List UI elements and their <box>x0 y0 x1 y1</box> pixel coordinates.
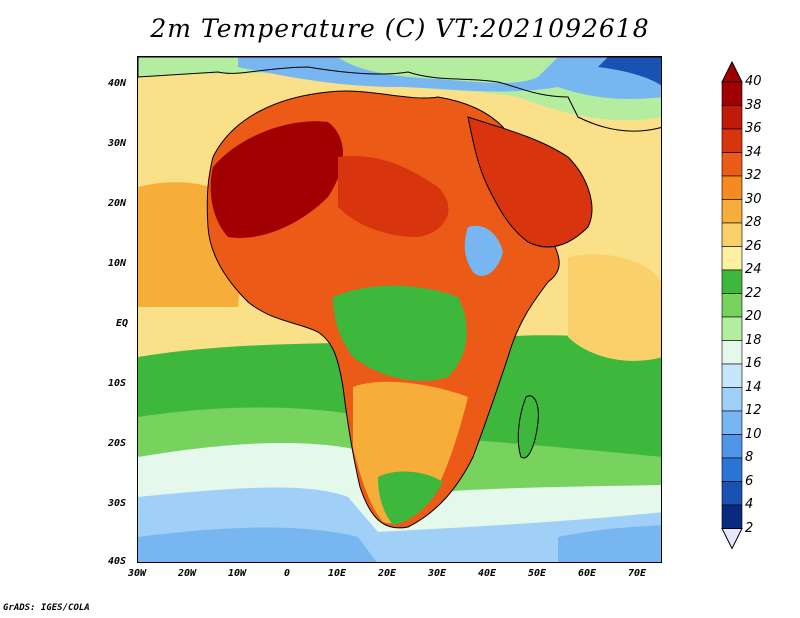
colorbar-label: 2 <box>745 520 754 536</box>
lon-label-70e: 70E <box>627 568 647 579</box>
colorbar-swatch <box>721 504 743 529</box>
lon-label-10w: 10W <box>227 568 247 579</box>
colorbar-swatch <box>721 246 743 271</box>
lat-label-20n: 20N <box>108 198 127 209</box>
lon-label-20w: 20W <box>177 568 197 579</box>
colorbar <box>721 60 743 550</box>
colorbar-label: 18 <box>745 332 762 348</box>
temp-band-28-east <box>568 254 661 361</box>
lat-label-40s: 40S <box>108 556 127 567</box>
temp-zone-40 <box>210 121 343 238</box>
colorbar-label: 40 <box>745 74 762 89</box>
colorbar-label: 28 <box>745 215 762 230</box>
madagascar-landmass <box>517 395 539 459</box>
colorbar-bottom-arrow <box>721 528 743 550</box>
lat-label-10n: 10N <box>108 258 127 269</box>
temp-band-12-north <box>238 57 661 99</box>
lat-label-40n: 40N <box>108 78 127 89</box>
colorbar-label: 34 <box>745 144 762 160</box>
colorbar-swatch <box>721 269 743 294</box>
colorbar-label: 10 <box>745 426 762 442</box>
colorbar-swatch <box>721 434 743 459</box>
colorbar-label: 8 <box>745 450 754 465</box>
colorbar-swatch <box>721 105 743 130</box>
colorbar-label: 14 <box>745 379 762 395</box>
colorbar-label: 4 <box>745 497 754 512</box>
lat-label-20s: 20S <box>108 438 127 449</box>
temp-band-6-north <box>598 57 661 86</box>
lat-label-eq: EQ <box>116 318 129 329</box>
colorbar-swatch <box>721 152 743 177</box>
lon-label-0: 0 <box>283 568 291 579</box>
colorbar-swatch <box>721 457 743 482</box>
lat-label-30n: 30N <box>108 138 127 149</box>
colorbar-label: 26 <box>745 238 762 254</box>
colorbar-label: 22 <box>745 285 762 301</box>
colorbar-swatch <box>721 128 743 153</box>
colorbar-swatch <box>721 481 743 506</box>
colorbar-label: 32 <box>745 168 762 183</box>
temp-zone-22-central <box>333 285 467 381</box>
colorbar-label: 20 <box>745 309 762 324</box>
temperature-map <box>138 57 661 562</box>
colorbar-label: 30 <box>745 191 762 207</box>
colorbar-label: 38 <box>745 97 762 113</box>
colorbar-swatch <box>721 387 743 412</box>
colorbar-label: 24 <box>745 262 762 277</box>
colorbar-label: 16 <box>745 356 762 371</box>
credit-text: GrADS: IGES/COLA <box>3 603 90 613</box>
colorbar-swatch <box>721 199 743 224</box>
colorbar-label: 12 <box>745 403 762 418</box>
colorbar-label: 36 <box>745 121 762 136</box>
lon-label-60e: 60E <box>577 568 597 579</box>
lon-label-20e: 20E <box>377 568 397 579</box>
arabia-landmass <box>467 116 593 248</box>
lon-label-50e: 50E <box>527 568 547 579</box>
colorbar-swatch <box>721 175 743 200</box>
colorbar-swatch <box>721 340 743 365</box>
lat-label-30s: 30S <box>108 498 127 509</box>
temp-zone-36 <box>338 156 449 237</box>
temp-zone-22-south <box>378 471 443 525</box>
colorbar-swatch <box>721 222 743 247</box>
colorbar-swatch <box>721 316 743 341</box>
colorbar-label: 6 <box>745 473 754 489</box>
lon-label-10e: 10E <box>327 568 347 579</box>
colorbar-top-arrow <box>721 60 743 83</box>
temp-band-12-east <box>558 525 661 562</box>
lon-label-40e: 40E <box>477 568 497 579</box>
colorbar-swatch <box>721 410 743 435</box>
lon-label-30e: 30E <box>427 568 447 579</box>
north-coastline <box>138 57 661 132</box>
lon-label-30w: 30W <box>127 568 147 579</box>
colorbar-swatch <box>721 363 743 388</box>
chart-title: 2m Temperature (C) VT:2021092618 <box>150 14 650 43</box>
lat-label-10s: 10S <box>108 378 127 389</box>
colorbar-swatch <box>721 293 743 318</box>
colorbar-swatch <box>721 81 743 106</box>
temp-zone-12-ethiopia <box>464 225 503 276</box>
temp-band-12 <box>138 527 377 562</box>
map-frame <box>137 56 662 563</box>
